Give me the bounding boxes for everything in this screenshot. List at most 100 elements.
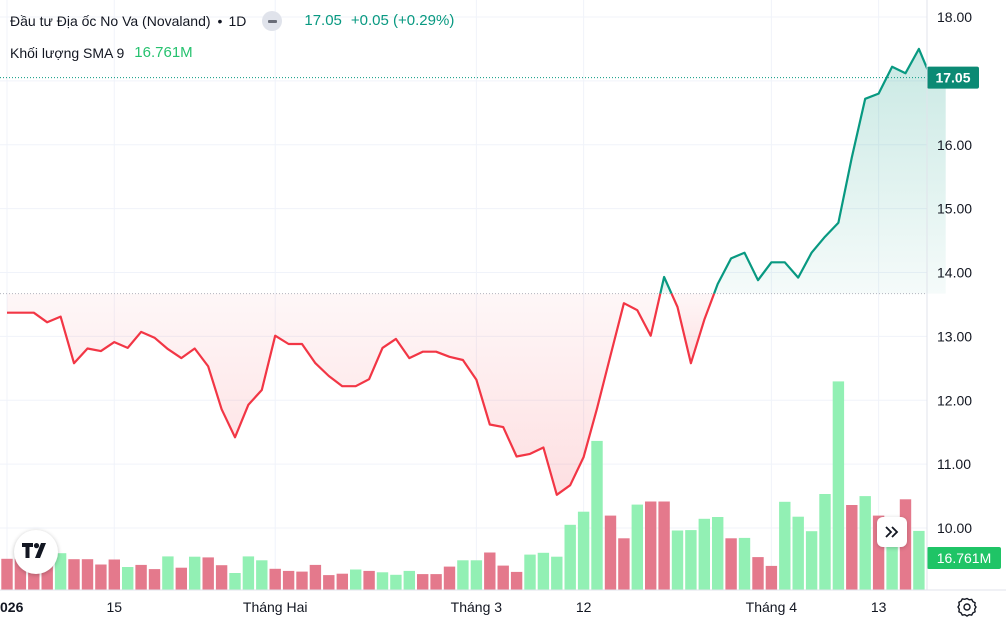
volume-bar [752,557,764,590]
volume-bar [242,556,255,590]
gear-icon[interactable] [956,596,978,618]
volume-bar [671,530,684,590]
volume-bar [524,554,536,590]
last-price-badge-label: 17.05 [935,70,970,86]
volume-bar [336,573,348,590]
volume-bar [28,559,40,590]
volume-bar [872,515,885,590]
volume-bar [390,574,402,590]
chart-legend: Đầu tư Địa ốc No Va (Novaland) • 1D 17.0… [10,11,455,62]
volume-bar [510,571,523,590]
volume-bar [403,570,415,590]
volume-bar [712,517,724,590]
volume-sma-label[interactable]: Khối lượng SMA 9 [10,45,125,61]
tradingview-logo-icon[interactable] [14,530,58,574]
price-tick-label: 14.00 [937,265,972,281]
volume-bar [430,574,442,590]
volume-bar [108,559,120,590]
volume-bar [54,553,67,590]
volume-bar [551,556,563,590]
last-volume-badge [927,547,1001,569]
volume-bar [95,564,107,590]
area-fill-down [7,293,661,495]
volume-bars [1,381,925,591]
time-tick-label: Tháng 4 [746,599,798,615]
last-price-badge [927,66,979,89]
time-axis[interactable]: 026 15 Tháng Hai Tháng 3 12 Tháng 4 13 [0,589,1006,615]
volume-bar [282,570,295,590]
volume-bar [497,565,509,590]
price-axis[interactable]: 10.0011.0012.0013.0014.0015.0016.0017.00… [926,0,1001,590]
time-tick-label: Tháng Hai [243,599,308,615]
volume-bar [792,516,804,590]
price-tick-label: 10.00 [937,520,972,536]
price-tick-label: 15.00 [937,201,972,217]
volume-sma-value: 16.761M [134,44,193,61]
volume-bar [604,515,617,590]
price-lines [0,47,946,496]
volume-bar [591,440,603,590]
volume-bar [175,567,187,590]
volume-bar [832,381,845,590]
volume-bar [148,569,161,590]
area-fill-down [671,293,715,364]
volume-bar [725,538,737,590]
volume-bar [685,530,697,590]
volume-bar [805,531,818,590]
volume-bar [122,567,134,590]
price-tick-label: 16.00 [937,137,972,153]
time-tick-label: 13 [871,599,887,615]
volume-bar [738,537,751,590]
price-change: +0.05 (+0.29%) [350,12,455,29]
timeframe-label[interactable]: 1D [228,13,247,29]
volume-bar [81,559,94,590]
volume-bar [269,568,281,591]
last-volume-badge-label: 16.761M [937,550,991,566]
volume-bar [779,501,791,590]
time-tick-label: 15 [106,599,122,615]
volume-bar [484,552,496,590]
area-fills [0,48,946,495]
time-tick-label: 026 [0,599,24,615]
volume-bar [215,565,228,590]
price-tick-label: 13.00 [937,328,972,344]
volume-bar [162,556,174,590]
last-price: 17.05 [304,12,342,29]
volume-bar [323,575,335,590]
area-fill-up [714,48,946,294]
volume-bar [819,494,831,590]
symbol-name[interactable]: Đầu tư Địa ốc No Va (Novaland) [10,13,211,29]
price-line-down [670,293,716,365]
volume-bar [202,557,214,590]
volume-bar [376,572,389,590]
time-tick-label: 12 [576,599,592,615]
minus-icon[interactable] [262,11,283,31]
volume-bar [913,530,925,590]
volume-bar [631,504,643,590]
price-line-down [7,293,662,496]
volume-bar [68,559,80,590]
volume-bar [618,538,630,590]
volume-bar [189,556,201,590]
volume-bar [658,501,670,590]
volume-bar [886,528,898,590]
volume-bar [256,560,268,591]
symbol-row: Đầu tư Địa ốc No Va (Novaland) • 1D 17.0… [10,11,455,31]
volume-bar [296,571,308,590]
volume-bar [417,574,429,590]
price-line-up [659,275,673,295]
volume-bar [846,505,858,590]
price-tick-label: 12.00 [937,392,972,408]
volume-bar [457,560,469,591]
double-chevron-right-icon[interactable] [877,517,907,547]
price-tick-label: 11.00 [937,456,971,472]
volume-bar [14,558,27,590]
volume-bar [229,573,241,590]
volume-bar [363,570,375,590]
volume-bar [443,566,456,590]
volume-bar [765,565,778,590]
volume-bar [350,569,362,590]
price-line-up [713,47,946,294]
volume-bar [859,496,871,590]
